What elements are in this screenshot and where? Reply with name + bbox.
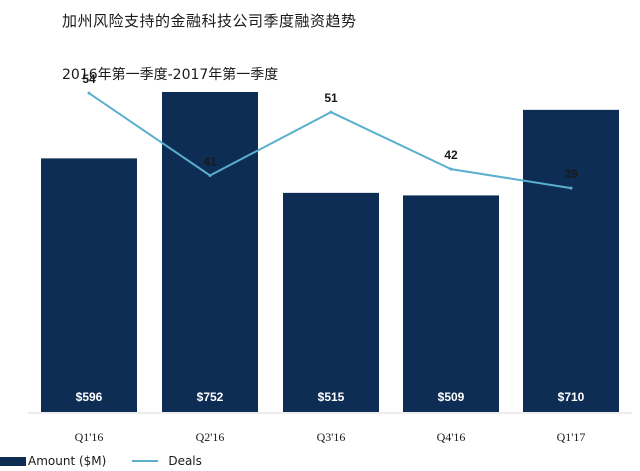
bar-value-label: $515 bbox=[318, 390, 345, 404]
bar-Q1'17 bbox=[523, 109, 619, 412]
bar-Q3'16 bbox=[283, 192, 379, 412]
bar-Q4'16 bbox=[403, 195, 499, 412]
x-tick-label: Q3'16 bbox=[317, 430, 346, 444]
bar-value-label: $596 bbox=[76, 390, 103, 404]
x-tick-label: Q1'17 bbox=[557, 430, 586, 444]
legend-label-amount: Amount ($M) bbox=[28, 454, 107, 468]
deals-point bbox=[449, 167, 453, 171]
deals-value-label: 41 bbox=[203, 154, 217, 168]
deals-point bbox=[208, 173, 212, 177]
x-tick-label: Q4'16 bbox=[437, 430, 466, 444]
bar-value-label: $509 bbox=[438, 390, 465, 404]
bar-value-label: $752 bbox=[197, 390, 224, 404]
legend-item-deals: Deals bbox=[132, 454, 202, 468]
chart-title: 加州风险支持的金融科技公司季度融资趋势 bbox=[62, 12, 357, 30]
x-tick-label: Q2'16 bbox=[196, 430, 225, 444]
chart-subtitle: 2016年第一季度-2017年第一季度 bbox=[62, 67, 279, 83]
deals-point bbox=[329, 110, 333, 114]
deals-value-label: 51 bbox=[324, 91, 338, 105]
x-tick-label: Q1'16 bbox=[75, 430, 104, 444]
bar-value-label: $710 bbox=[558, 390, 585, 404]
legend-item-amount: Amount ($M) bbox=[0, 454, 106, 468]
bar-Q1'16 bbox=[41, 158, 137, 412]
deals-value-label: 42 bbox=[444, 148, 458, 162]
legend-swatch-deals bbox=[132, 460, 159, 462]
legend: Amount ($M) Deals bbox=[0, 452, 228, 470]
legend-swatch-amount bbox=[0, 456, 26, 466]
deals-point bbox=[569, 186, 573, 190]
deals-value-label: 54 bbox=[82, 72, 96, 86]
bar-Q2'16 bbox=[162, 92, 258, 412]
deals-line bbox=[88, 92, 572, 190]
deals-value-label: 39 bbox=[564, 167, 578, 181]
legend-label-deals: Deals bbox=[168, 454, 202, 468]
combo-chart: $596 $752 $515 $509 $710 Q1'16 Q2'16 Q3'16 Q4'16… bbox=[28, 72, 632, 444]
deals-point bbox=[87, 91, 91, 95]
